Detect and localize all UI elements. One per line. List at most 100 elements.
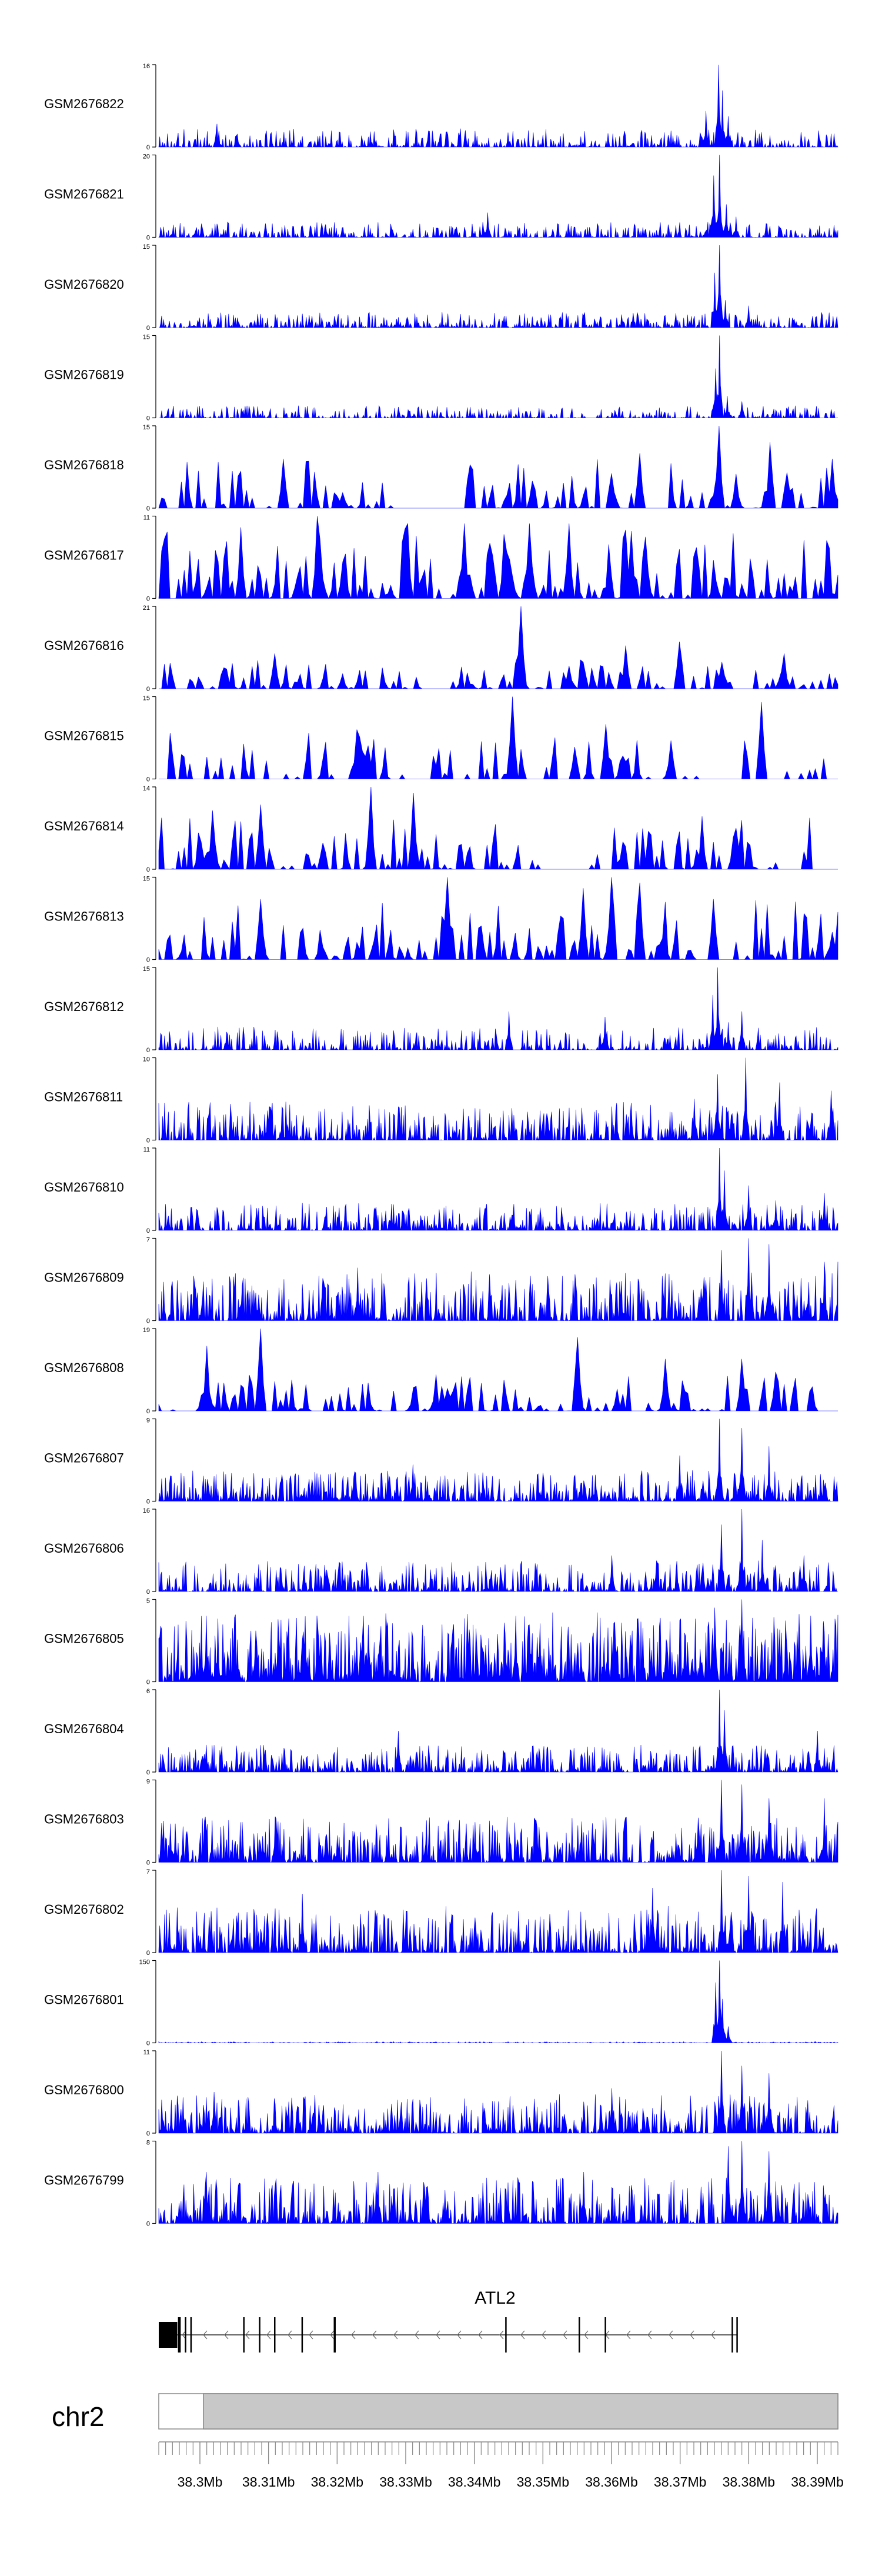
track-label: GSM2676803 xyxy=(44,1812,124,1827)
track-GSM2676803: GSM2676803 9 0 xyxy=(44,1778,838,1867)
strand-arrow xyxy=(393,2330,398,2340)
coverage-area xyxy=(159,245,838,329)
y-max-label: 15 xyxy=(143,966,150,973)
y-max-label: 9 xyxy=(146,1417,150,1424)
y-zero-label: 0 xyxy=(146,1499,150,1506)
track-GSM2676806: GSM2676806 16 0 xyxy=(44,1507,838,1596)
strand-arrow xyxy=(182,2330,186,2340)
coverage-area xyxy=(158,1238,838,1322)
strand-arrow xyxy=(542,2330,546,2340)
track-GSM2676821: GSM2676821 20 0 xyxy=(44,154,838,242)
coverage-area xyxy=(158,1599,838,1683)
strand-arrow xyxy=(309,2330,313,2340)
y-zero-label: 0 xyxy=(146,2040,150,2047)
genomic-x-axis: 38.3Mb 38.31Mb 38.32Mb 38.33Mb 38.34Mb 38.35M… xyxy=(158,2441,844,2490)
gene-exon xyxy=(604,2317,606,2353)
chromosome-ideogram: chr2 xyxy=(52,2393,838,2432)
strand-arrow xyxy=(563,2330,567,2340)
strand-arrow xyxy=(584,2330,589,2340)
strand-arrow xyxy=(351,2330,356,2340)
y-zero-label: 0 xyxy=(146,1950,150,1957)
y-max-label: 15 xyxy=(143,243,150,251)
coverage-area xyxy=(158,877,838,960)
coverage-area xyxy=(159,696,838,780)
y-zero-label: 0 xyxy=(146,866,150,873)
coverage-area xyxy=(158,1960,838,2043)
strand-arrow xyxy=(330,2330,335,2340)
coverage-area xyxy=(158,1509,838,1593)
y-max-label: 7 xyxy=(146,1237,150,1244)
strand-arrow xyxy=(520,2330,525,2340)
track-GSM2676805: GSM2676805 5 0 xyxy=(44,1598,838,1686)
track-GSM2676822: GSM2676822 16 0 xyxy=(44,63,838,151)
coverage-area xyxy=(158,1328,838,1412)
track-label: GSM2676804 xyxy=(44,1721,124,1736)
track-label: GSM2676809 xyxy=(44,1270,124,1285)
track-label: GSM2676811 xyxy=(44,1090,123,1105)
track-label: GSM2676819 xyxy=(44,368,124,382)
gene-exon xyxy=(243,2317,245,2353)
y-max-label: 10 xyxy=(143,1056,150,1063)
y-zero-label: 0 xyxy=(146,957,150,964)
y-max-label: 15 xyxy=(143,695,150,702)
track-GSM2676814: GSM2676814 14 0 xyxy=(44,785,838,873)
track-label: GSM2676820 xyxy=(44,277,124,292)
strand-arrow xyxy=(626,2330,631,2340)
y-zero-label: 0 xyxy=(146,144,150,151)
track-GSM2676816: GSM2676816 21 0 xyxy=(44,605,838,693)
coverage-area xyxy=(158,786,838,870)
track-label: GSM2676815 xyxy=(44,729,124,743)
y-max-label: 6 xyxy=(146,1688,150,1695)
track-label: GSM2676817 xyxy=(44,548,124,563)
y-max-label: 15 xyxy=(143,876,150,883)
track-GSM2676812: GSM2676812 15 0 xyxy=(44,966,838,1054)
track-label: GSM2676806 xyxy=(44,1541,124,1556)
gene-exon xyxy=(333,2317,336,2353)
coverage-area xyxy=(158,2141,838,2224)
x-tick-label: 38.35Mb xyxy=(517,2474,570,2490)
strand-arrow xyxy=(415,2330,419,2340)
track-label: GSM2676800 xyxy=(44,2083,124,2097)
track-GSM2676800: GSM2676800 11 0 xyxy=(44,2049,838,2137)
gene-exon xyxy=(731,2317,733,2353)
track-GSM2676809: GSM2676809 7 0 xyxy=(44,1237,838,1325)
coverage-area xyxy=(158,1147,838,1232)
y-max-label: 9 xyxy=(146,1778,150,1786)
track-label: GSM2676808 xyxy=(44,1360,124,1375)
y-zero-label: 0 xyxy=(146,2130,150,2137)
strand-arrow xyxy=(245,2330,250,2340)
y-max-label: 16 xyxy=(143,1507,150,1514)
y-zero-label: 0 xyxy=(146,686,150,693)
strand-arrow xyxy=(457,2330,462,2340)
y-zero-label: 0 xyxy=(146,415,150,422)
strand-arrow xyxy=(266,2330,271,2340)
strand-arrow xyxy=(478,2330,483,2340)
y-max-label: 150 xyxy=(139,1959,150,1966)
strand-arrow xyxy=(499,2330,504,2340)
gene-exon xyxy=(159,2322,178,2348)
track-label: GSM2676813 xyxy=(44,909,124,924)
track-label: GSM2676802 xyxy=(44,1902,124,1917)
strand-arrow xyxy=(436,2330,440,2340)
coverage-area xyxy=(158,1057,838,1141)
track-GSM2676819: GSM2676819 15 0 xyxy=(44,334,838,422)
y-zero-label: 0 xyxy=(146,325,150,332)
coverage-area xyxy=(159,606,838,690)
y-max-label: 20 xyxy=(143,154,150,161)
track-GSM2676815: GSM2676815 15 0 xyxy=(44,695,838,783)
y-max-label: 5 xyxy=(146,1598,150,1605)
strand-arrow xyxy=(288,2330,292,2340)
y-max-label: 11 xyxy=(143,1146,150,1153)
y-max-label: 7 xyxy=(146,1868,150,1876)
y-zero-label: 0 xyxy=(146,1137,150,1144)
y-zero-label: 0 xyxy=(146,1227,150,1234)
coverage-area xyxy=(158,155,838,238)
gene-exon xyxy=(301,2317,303,2353)
coverage-area xyxy=(158,967,838,1051)
x-tick-label: 38.38Mb xyxy=(723,2474,776,2490)
track-label: GSM2676799 xyxy=(44,2173,124,2188)
y-max-label: 16 xyxy=(143,63,150,70)
track-label: GSM2676801 xyxy=(44,1993,124,2007)
x-tick-label: 38.31Mb xyxy=(242,2474,295,2490)
gene-exon xyxy=(259,2317,260,2353)
